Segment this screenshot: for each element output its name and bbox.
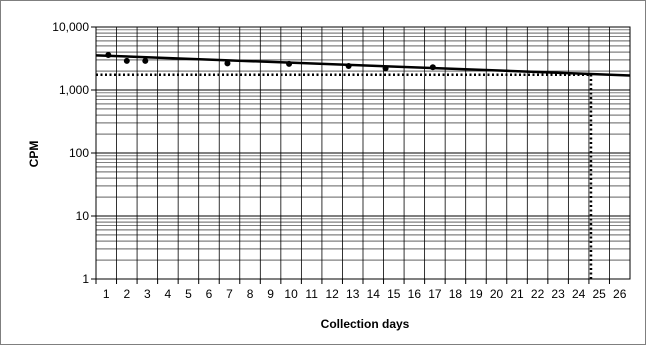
data-point — [123, 57, 130, 64]
x-tick-label: 22 — [531, 287, 545, 301]
x-tick-label: 12 — [326, 287, 340, 301]
x-tick-label: 17 — [428, 287, 442, 301]
x-tick-label: 23 — [551, 287, 565, 301]
data-point — [224, 60, 231, 67]
x-tick-label: 3 — [144, 287, 151, 301]
y-tick-labels: 1 10 100 1,000 10,000 — [52, 20, 96, 286]
x-tick-label: 8 — [247, 287, 254, 301]
y-axis-label: CPM — [27, 141, 41, 168]
x-tick-label: 16 — [408, 287, 422, 301]
y-tick-label: 1,000 — [59, 83, 89, 97]
y-tick-label: 10,000 — [52, 20, 89, 34]
x-tick-label: 7 — [226, 287, 233, 301]
x-tick-labels: 1 2 3 4 5 6 7 8 9 10 11 12 13 14 15 16 17 18 19 20 21 22 23 24 2… — [95, 279, 627, 301]
x-tick-label: 1 — [103, 287, 110, 301]
x-axis-label: Collection days — [321, 317, 410, 331]
x-tick-label: 10 — [284, 287, 298, 301]
grid-layer — [95, 26, 631, 280]
x-tick-label: 4 — [165, 287, 172, 301]
y-tick-label: 100 — [69, 146, 89, 160]
x-tick-label: 13 — [346, 287, 360, 301]
x-tick-label: 24 — [572, 287, 586, 301]
x-tick-label: 21 — [510, 287, 524, 301]
x-tick-label: 18 — [449, 287, 463, 301]
y-tick-label: 1 — [82, 272, 89, 286]
data-point — [142, 57, 149, 64]
x-tick-label: 19 — [469, 287, 483, 301]
x-tick-label: 9 — [267, 287, 274, 301]
x-tick-label: 11 — [305, 287, 318, 301]
x-tick-label: 6 — [206, 287, 213, 301]
x-tick-label: 25 — [593, 287, 607, 301]
trend-line — [95, 54, 631, 77]
series-layer — [95, 51, 631, 77]
y-tick-label: 10 — [76, 209, 90, 223]
x-tick-label: 5 — [185, 287, 192, 301]
x-tick-label: 20 — [490, 287, 504, 301]
x-tick-label: 15 — [387, 287, 401, 301]
x-tick-label: 14 — [367, 287, 381, 301]
x-tick-label: 26 — [613, 287, 627, 301]
x-tick-label: 2 — [123, 287, 130, 301]
reference-lines — [96, 73, 593, 279]
